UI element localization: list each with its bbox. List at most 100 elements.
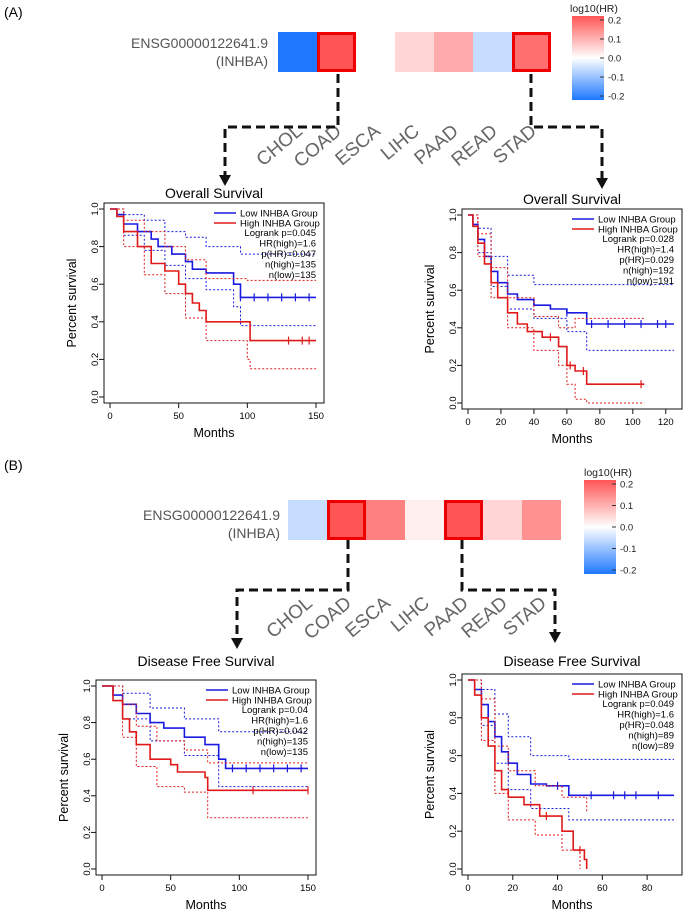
highlight-box bbox=[317, 32, 356, 72]
y-tick-label: 0.6 bbox=[448, 284, 459, 297]
x-tick-label: 60 bbox=[562, 417, 573, 428]
x-tick-label: 60 bbox=[597, 883, 608, 894]
gene-id-label: ENSG00000122641.9 bbox=[131, 35, 268, 51]
plot-frame bbox=[461, 673, 683, 876]
stat-label: Logrank p=0.04 bbox=[242, 705, 308, 716]
x-axis-label: Months bbox=[552, 432, 593, 446]
x-tick-label: 0 bbox=[99, 883, 104, 894]
arrowhead-icon bbox=[231, 638, 243, 649]
color-legend-bar bbox=[572, 16, 604, 100]
cancer-label: ESCA bbox=[332, 121, 385, 171]
gene-name-label: (INHBA) bbox=[216, 53, 268, 69]
heatmap-cell-paad bbox=[444, 500, 483, 540]
plot-frame bbox=[103, 202, 325, 404]
legend-entry: Low INHBA Group bbox=[240, 209, 318, 220]
cancer-label: STAD bbox=[499, 593, 550, 641]
y-tick-label: 0.2 bbox=[82, 826, 93, 839]
y-tick-label: 0.0 bbox=[82, 862, 93, 875]
cancer-label: ESCA bbox=[342, 593, 395, 643]
stat-label: p(HR)=0.042 bbox=[253, 726, 308, 737]
legend-entry: Low INHBA Group bbox=[232, 686, 310, 697]
stat-label: p(HR)=0.048 bbox=[619, 720, 674, 731]
stat-label: n(high)=135 bbox=[257, 737, 308, 748]
heatmap-cell-coad bbox=[327, 500, 366, 540]
x-axis-label: Months bbox=[186, 898, 227, 912]
ci-upper-high-line bbox=[110, 208, 316, 281]
arrowhead-icon bbox=[596, 178, 608, 189]
arrowhead-icon bbox=[549, 632, 561, 643]
stat-label: n(high)=135 bbox=[265, 260, 316, 271]
y-axis-label: Percent survival bbox=[423, 730, 437, 819]
x-tick-label: 80 bbox=[642, 883, 653, 894]
y-tick-label: 0.4 bbox=[90, 315, 101, 328]
y-tick-label: 1.0 bbox=[90, 202, 101, 215]
legend-tick-label: 0.0 bbox=[620, 523, 633, 534]
ci-lower-low-line bbox=[468, 679, 674, 821]
chart-title: Overall Survival bbox=[523, 191, 621, 207]
stat-label: HR(high)=1.6 bbox=[251, 716, 308, 727]
x-tick-label: 150 bbox=[308, 411, 324, 422]
panel-label-a: (A) bbox=[4, 4, 23, 20]
ci-upper-high-line bbox=[468, 214, 645, 329]
stat-label: n(high)=192 bbox=[623, 266, 674, 277]
legend-tick-label: -0.1 bbox=[620, 544, 636, 555]
legend-entry: High INHBA Group bbox=[598, 225, 678, 236]
y-tick-label: 0.8 bbox=[90, 240, 101, 253]
legend-tick-label: 0.1 bbox=[608, 35, 621, 46]
cancer-label: READ bbox=[448, 121, 502, 171]
connector-arrows-a bbox=[223, 74, 604, 178]
ci-lower-high-line bbox=[468, 679, 581, 869]
y-tick-label: 1.0 bbox=[82, 679, 93, 692]
highlight-box bbox=[327, 500, 366, 540]
heatmap-cell-read bbox=[483, 500, 522, 540]
survival-high-line bbox=[468, 214, 645, 385]
stat-label: HR(high)=1.4 bbox=[617, 245, 674, 256]
x-tick-label: 0 bbox=[465, 417, 470, 428]
x-axis-label: Months bbox=[194, 426, 235, 440]
heatmap-cell-coad bbox=[317, 32, 356, 72]
legend-entry: Low INHBA Group bbox=[598, 680, 676, 691]
legend-entry: Low INHBA Group bbox=[598, 215, 676, 226]
cancer-label: READ bbox=[458, 593, 512, 643]
ci-lower-high-line bbox=[102, 685, 308, 819]
legend-tick-label: 0.1 bbox=[620, 501, 633, 512]
y-axis-label: Percent survival bbox=[65, 259, 79, 348]
stat-label: p(HR)=0.047 bbox=[261, 249, 316, 260]
x-tick-label: 100 bbox=[239, 411, 255, 422]
survival-high-line bbox=[102, 685, 308, 792]
y-tick-label: 0.2 bbox=[448, 825, 459, 838]
stat-label: n(low)=135 bbox=[269, 270, 316, 281]
heatmap-cell-lihc bbox=[405, 500, 444, 540]
arrow-coad bbox=[235, 540, 350, 638]
heatmap-cell-paad bbox=[434, 32, 473, 72]
gene-name-label: (INHBA) bbox=[228, 525, 280, 541]
survival-chart-2: Overall Survival 0 20 40 60 80 100 120 0.0 0.2 0.4… bbox=[423, 191, 683, 446]
survival-low-line bbox=[102, 685, 308, 770]
x-tick-label: 0 bbox=[107, 411, 112, 422]
x-tick-label: 100 bbox=[625, 417, 641, 428]
x-tick-label: 40 bbox=[552, 883, 563, 894]
legend-tick-label: -0.2 bbox=[620, 566, 636, 577]
stat-label: p(HR)=0.029 bbox=[619, 255, 674, 266]
chart-title: Disease Free Survival bbox=[504, 653, 641, 669]
x-tick-label: 120 bbox=[658, 417, 674, 428]
x-tick-label: 20 bbox=[507, 883, 518, 894]
x-tick-label: 50 bbox=[165, 883, 176, 894]
x-tick-label: 80 bbox=[595, 417, 606, 428]
y-tick-label: 0.4 bbox=[82, 789, 93, 802]
legend-title: log10(HR) bbox=[584, 467, 632, 479]
survival-chart-1: Overall Survival 0 50 100 150 0.0 0.2 0.4 0.6 0.8… bbox=[65, 185, 325, 440]
y-tick-label: 0.4 bbox=[448, 787, 459, 800]
heatmap-cell-esca bbox=[366, 500, 405, 540]
y-tick-label: 0.2 bbox=[90, 353, 101, 366]
x-tick-label: 0 bbox=[465, 883, 470, 894]
legend-title: log10(HR) bbox=[570, 3, 618, 15]
legend-tick-label: 0.0 bbox=[608, 54, 621, 65]
gene-id-label: ENSG00000122641.9 bbox=[143, 507, 280, 523]
y-axis-label: Percent survival bbox=[423, 265, 437, 354]
arrowhead-icon bbox=[219, 175, 231, 186]
ci-upper-low-line bbox=[468, 214, 674, 286]
stat-label: HR(high)=1.6 bbox=[617, 710, 674, 721]
arrow-stad bbox=[529, 74, 604, 178]
